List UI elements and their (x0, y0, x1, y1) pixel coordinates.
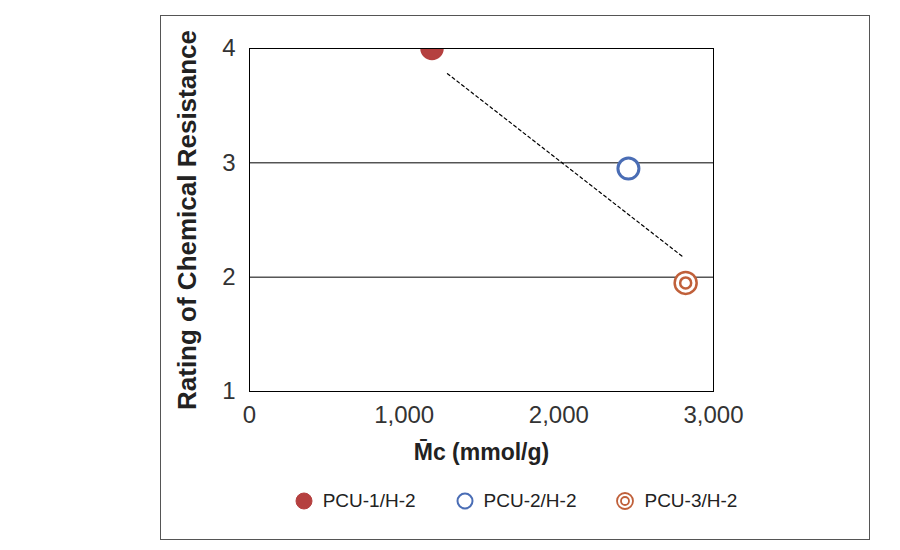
html-text:PCU-3/H-2: PCU-3/H-2 (644, 490, 738, 511)
svg-text:0: 0 (243, 401, 256, 428)
svg-text:2,000: 2,000 (529, 401, 589, 428)
html-text:PCU-2/H-2: PCU-2/H-2 (483, 490, 577, 511)
svg-text:Rating of Chemical Resistance: Rating of Chemical Resistance (172, 30, 202, 410)
svg-text:1,000: 1,000 (374, 401, 434, 428)
svg-text:3,000: 3,000 (683, 401, 743, 428)
svg-text:1: 1 (222, 377, 235, 404)
svg-text:3: 3 (222, 149, 235, 176)
svg-text:4: 4 (222, 34, 235, 61)
html-text:PCU-1/H-2: PCU-1/H-2 (322, 490, 416, 511)
svg-text:M̄c (mmol/g): M̄c (mmol/g) (414, 439, 549, 465)
svg-text:2: 2 (222, 263, 235, 290)
